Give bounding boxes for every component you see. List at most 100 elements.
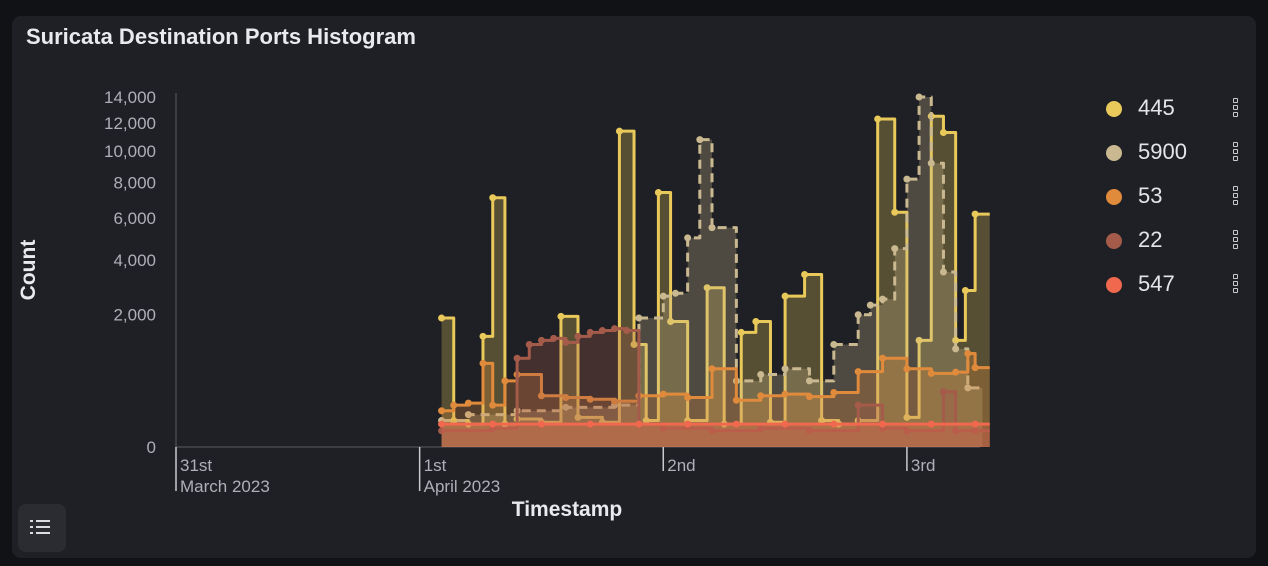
legend-label: 445 [1138,95,1175,120]
data-point [737,328,745,336]
vertical-dots-icon[interactable] [1233,142,1241,166]
legend-item-547[interactable]: 547 [1100,266,1260,310]
legend-item-53[interactable]: 53 [1100,178,1260,222]
data-point [630,341,638,349]
data-point [971,427,979,435]
legend-item-5900[interactable]: 5900 [1100,134,1260,178]
data-point [830,420,838,428]
data-point [537,420,545,428]
y-tick-label: 6,000 [113,209,156,228]
x-tick-label: March 2023 [180,477,270,496]
data-point [732,396,740,404]
x-tick-label: April 2023 [424,477,501,496]
data-point [684,234,692,242]
data-point [642,417,650,425]
data-point [537,336,545,344]
data-point [574,332,582,340]
data-point [801,271,809,279]
y-tick-label: 0 [147,438,156,457]
x-tick-label: 1st [424,456,447,475]
data-point [611,397,619,405]
data-point [501,377,509,385]
data-point [952,345,960,353]
data-point [866,301,874,309]
legend-label: 22 [1138,227,1163,252]
data-point [964,349,972,357]
data-point [525,341,533,349]
data-point [464,399,472,407]
legend-color-dot [1106,189,1122,205]
data-point [623,327,631,335]
series-5900 [438,93,983,447]
data-point [659,390,667,398]
y-tick-label: 8,000 [113,173,156,192]
vertical-dots-icon[interactable] [1233,98,1241,122]
vertical-dots-icon[interactable] [1233,274,1241,298]
x-tick-label: 2nd [667,456,695,475]
data-point [611,325,619,333]
data-point [562,403,570,411]
data-point [939,268,947,276]
vertical-dots-icon[interactable] [1233,230,1241,254]
y-tick-label: 14,000 [104,88,156,107]
data-point [659,424,667,432]
data-point [684,394,692,402]
data-point [438,420,446,428]
data-point [550,334,558,342]
x-tick-label: 3rd [911,456,936,475]
data-point [805,393,813,401]
data-point [939,129,947,137]
data-point [671,289,679,297]
data-point [450,401,458,409]
data-point [964,384,972,392]
data-point [879,420,887,428]
data-point [781,390,789,398]
vertical-dots-icon[interactable] [1233,186,1241,210]
data-point [489,420,497,428]
data-point [438,314,446,322]
data-point [971,364,979,372]
data-point [903,427,911,435]
data-point [586,328,594,336]
y-axis-label: Count [17,239,40,301]
y-tick-label: 12,000 [104,114,156,133]
chart-legend: 445 5900 53 22 547 [1100,90,1260,310]
legend-label: 53 [1138,183,1163,208]
data-point [854,401,862,409]
data-point [927,420,935,428]
data-point [830,388,838,396]
data-point [961,286,969,294]
data-point [659,292,667,300]
legend-color-dot [1106,277,1122,293]
data-point [903,365,911,373]
data-point [708,427,716,435]
data-point [903,413,911,421]
data-point [952,368,960,376]
panel-title: Suricata Destination Ports Histogram [26,24,416,49]
data-point [732,420,740,428]
data-point [708,365,716,373]
y-tick-label: 4,000 [113,251,156,270]
data-point [598,327,606,335]
legend-toggle-button[interactable] [18,504,66,552]
legend-item-445[interactable]: 445 [1100,90,1260,134]
legend-item-22[interactable]: 22 [1100,222,1260,266]
data-point [615,127,623,135]
data-point [952,336,960,344]
y-tick-label: 2,000 [113,306,156,325]
series-area [441,424,990,447]
data-point [757,392,765,400]
data-point [562,394,570,402]
data-point [479,332,487,340]
legend-label: 5900 [1138,139,1187,164]
legend-color-dot [1106,233,1122,249]
data-point [489,194,497,202]
data-point [586,420,594,428]
legend-color-dot [1106,145,1122,161]
data-point [879,354,887,362]
data-point [557,312,565,320]
data-point [667,318,675,326]
data-point [438,407,446,415]
chart-axes: 0 2,000 4,000 6,000 8,000 10,000 12,000 14,000 3… [104,88,980,496]
